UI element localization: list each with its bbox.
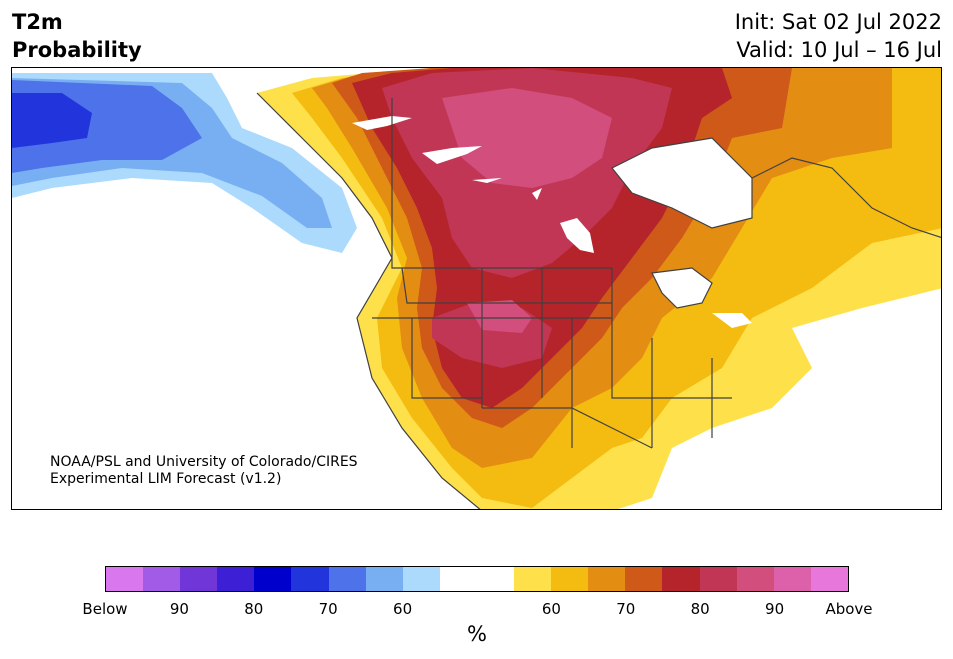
colorbar-segment [291,567,329,591]
credit-line-2: Experimental LIM Forecast (v1.2) [50,471,281,487]
colorbar-segment [736,567,774,591]
colorbar-tick-label: 90 [169,600,189,618]
colorbar-unit: % [467,622,487,646]
colorbar-segment [402,567,440,591]
colorbar-segment [588,567,626,591]
alaska-below-normal [12,73,357,253]
colorbar-segment [773,567,811,591]
colorbar-segment [551,567,589,591]
colorbar-tick-label: 80 [244,600,264,618]
colorbar-segment [810,567,848,591]
map-canvas: NOAA/PSL and University of Colorado/CIRE… [12,68,941,509]
colorbar-segment [180,567,218,591]
hudson-bay [612,138,752,228]
colorbar-tick-label: Above [825,600,873,618]
forecast-dates: Init: Sat 02 Jul 2022 Valid: 10 Jul – 16… [735,8,942,64]
colorbar-tick-label: 90 [765,600,785,618]
colorbar-segment [439,567,477,591]
colorbar-segment [328,567,366,591]
colorbar-segment [143,567,181,591]
colorbar-tick-label: 60 [393,600,413,618]
colorbar-tick-label: 70 [318,600,338,618]
colorbar-tick-label: 60 [541,600,561,618]
title-line-1: T2m [12,10,63,34]
credit-line-1: NOAA/PSL and University of Colorado/CIRE… [50,454,358,470]
title-line-2: Probability [12,38,142,62]
map-title: T2m Probability [12,8,142,64]
colorbar-segment [254,567,292,591]
atlantic-coast-water [792,288,941,368]
colorbar-segment [514,567,552,591]
colorbar-segment [662,567,700,591]
colorbar-segment [625,567,663,591]
colorbar-segment [365,567,403,591]
colorbar-segment [476,567,515,591]
colorbar-segment [106,567,144,591]
colorbar [105,566,849,592]
colorbar-tick-label: 80 [690,600,710,618]
colorbar-tick-label: Below [82,600,128,618]
borders [256,92,941,509]
init-date: Init: Sat 02 Jul 2022 [734,10,942,34]
probability-map: NOAA/PSL and University of Colorado/CIRE… [11,67,942,510]
lakes [352,116,752,328]
colorbar-segment [217,567,255,591]
colorbar-tick-label: 70 [616,600,636,618]
valid-date: Valid: 10 Jul – 16 Jul [736,38,942,62]
colorbar-segment [699,567,737,591]
